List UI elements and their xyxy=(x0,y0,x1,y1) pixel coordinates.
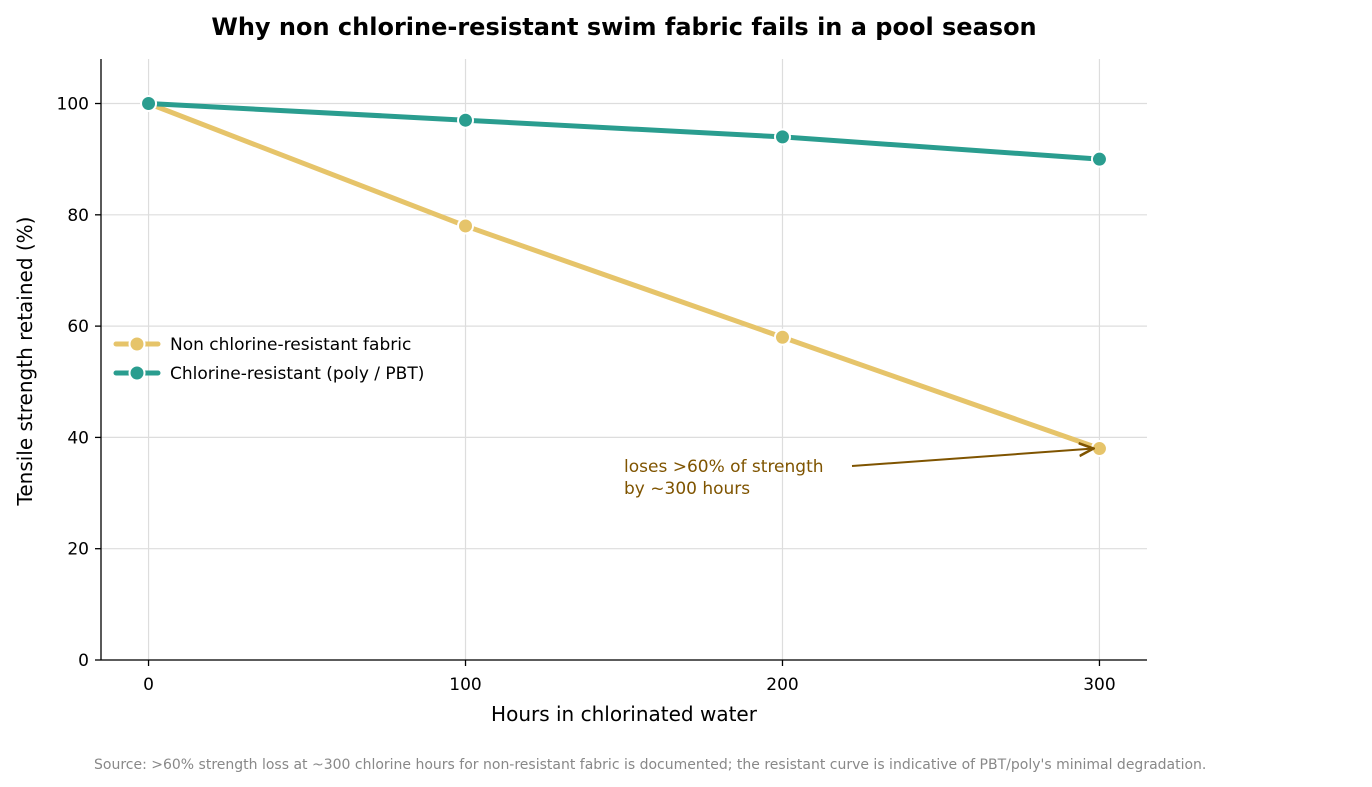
source-note: Source: >60% strength loss at ~300 chlor… xyxy=(94,757,1206,773)
legend-label-1: Non chlorine-resistant fabric xyxy=(170,335,411,355)
legend-marker-2 xyxy=(128,364,146,382)
y-tick-label: 100 xyxy=(57,95,89,115)
legend-label-2: Chlorine-resistant (poly / PBT) xyxy=(170,364,424,384)
y-tick-label: 20 xyxy=(67,540,89,560)
x-tick-label: 300 xyxy=(1083,675,1115,695)
legend: Non chlorine-resistant fabric Chlorine-re… xyxy=(113,335,424,384)
series-layer xyxy=(140,95,1108,458)
chart-title: Why non chlorine-resistant swim fabric f… xyxy=(211,13,1036,41)
y-tick-label: 40 xyxy=(67,428,89,448)
annotation-arrow xyxy=(851,449,1093,467)
series-1-point xyxy=(773,328,791,346)
series-1-point xyxy=(1090,440,1108,458)
x-tick-label: 100 xyxy=(449,675,481,695)
series-2-point xyxy=(773,128,791,146)
series-1-point xyxy=(457,217,475,235)
series-2-point xyxy=(457,111,475,129)
axes xyxy=(95,59,1147,666)
series-line-1 xyxy=(146,101,1102,452)
annotation-text-line-2: by ~300 hours xyxy=(624,479,750,499)
x-tick-label: 200 xyxy=(766,675,798,695)
annotation-text-line-1: loses >60% of strength xyxy=(624,457,824,477)
x-axis-label: Hours in chlorinated water xyxy=(491,702,758,726)
y-tick-label: 60 xyxy=(67,317,89,337)
series-2-point xyxy=(140,95,158,113)
y-axis-label: Tensile strength retained (%) xyxy=(13,217,37,507)
series-line-2 xyxy=(146,101,1102,162)
y-tick-label: 80 xyxy=(67,206,89,226)
series-2-point xyxy=(1090,150,1108,168)
legend-marker-1 xyxy=(128,335,146,353)
y-tick-label: 0 xyxy=(78,651,89,671)
x-tick-label: 0 xyxy=(143,675,154,695)
tick-labels: 0 100 200 300 0 20 40 60 80 100 xyxy=(57,95,1116,695)
